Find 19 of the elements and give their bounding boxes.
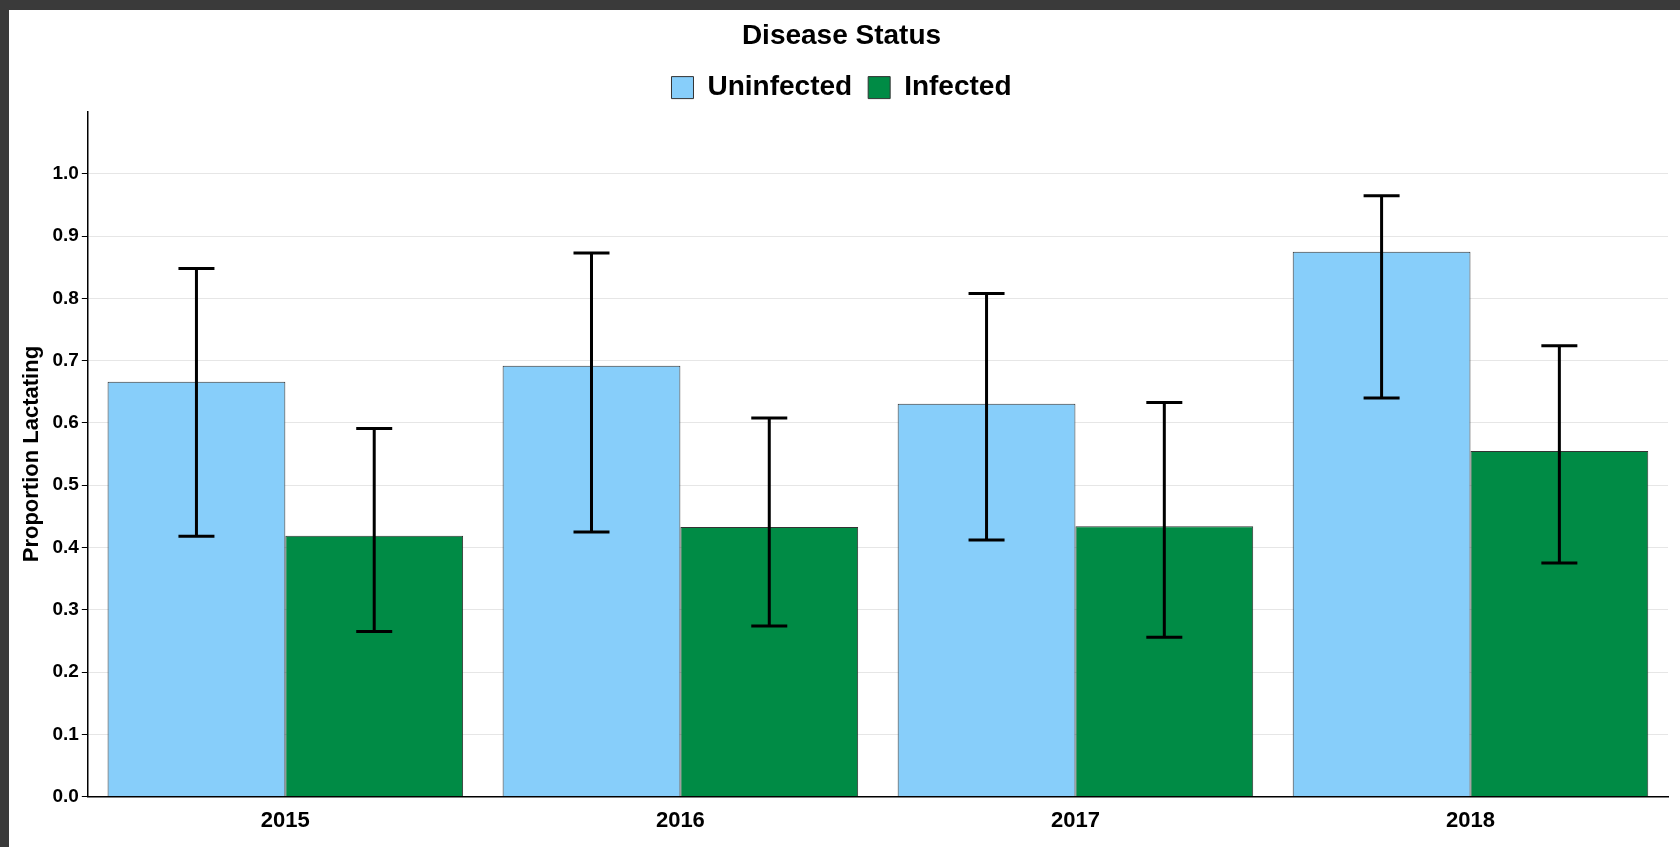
y-tick-label: 0.6: [52, 411, 79, 433]
y-tick-label: 0.5: [52, 473, 80, 495]
y-tick-label: 0.0: [52, 784, 79, 806]
y-tick-label: 0.8: [52, 286, 79, 308]
x-tick-label: 2015: [260, 806, 310, 832]
y-tick-label: 0.1: [52, 722, 80, 744]
legend-label: Uninfected: [707, 70, 853, 102]
x-tick-label: 2018: [1446, 806, 1495, 832]
y-tick-label: 0.4: [52, 535, 80, 557]
y-tick-label: 1.0: [52, 162, 79, 184]
x-tick-label: 2017: [1050, 806, 1100, 832]
y-tick-label: 0.7: [52, 348, 79, 370]
legend-title: Disease Status: [741, 18, 942, 50]
legend-label: Infected: [904, 70, 1012, 102]
y-tick-label: 0.2: [52, 660, 79, 682]
y-tick-label: 0.3: [52, 598, 79, 620]
y-axis-title: Proportion Lactating: [18, 345, 44, 563]
y-tick-label: 0.9: [52, 224, 79, 246]
x-tick-label: 2016: [655, 806, 705, 832]
